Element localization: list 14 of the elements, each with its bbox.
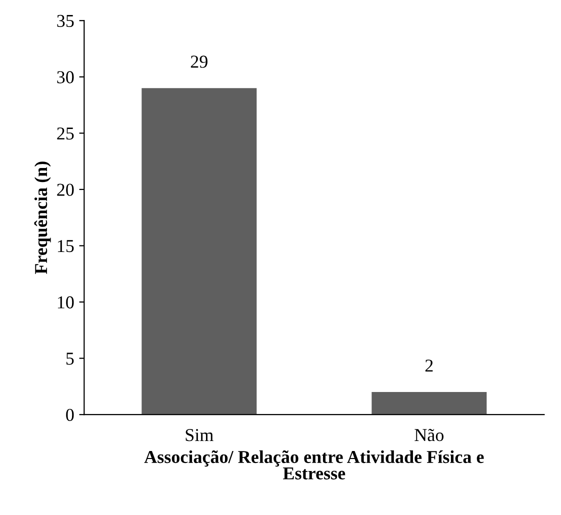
y-tick-label: 0 — [66, 408, 74, 422]
y-axis-title: Frequência (n) — [34, 162, 51, 274]
y-tick-label: 15 — [58, 240, 74, 252]
x-tick-label: Sim — [186, 429, 214, 442]
y-tick-label: 10 — [58, 296, 74, 308]
data-label: 2 — [425, 360, 433, 372]
y-tick-label: 20 — [57, 184, 74, 196]
y-tick-label: 25 — [57, 127, 74, 140]
x-tick-label: Não — [414, 428, 444, 442]
x-axis-title: Associação/ Relação entre Atividade Física e Estresse — [144, 450, 484, 480]
y-tick-label: 30 — [57, 71, 74, 84]
y-tick-label: 35 — [57, 14, 74, 28]
y-tick-label: 5 — [66, 352, 74, 365]
data-label: 29 — [190, 56, 208, 68]
